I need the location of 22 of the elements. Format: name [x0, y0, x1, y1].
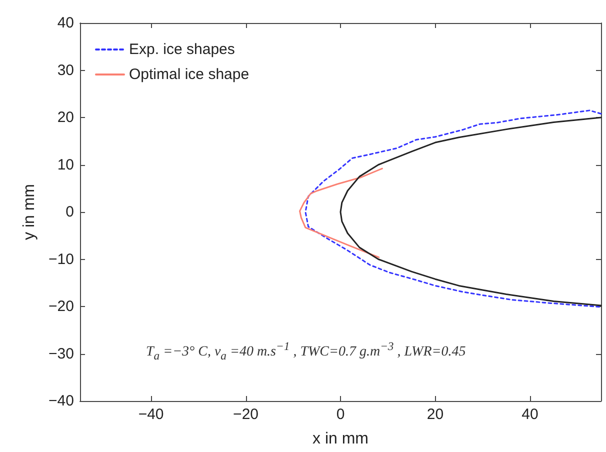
- y-axis-title: y in mm: [21, 184, 38, 240]
- line-series: [299, 168, 383, 258]
- y-tick-label: 10: [57, 156, 74, 174]
- line-series: [340, 116, 602, 306]
- x-tick-label: −20: [233, 406, 258, 423]
- y-tick-label: 20: [57, 109, 74, 126]
- y-tick-label: 40: [57, 14, 74, 32]
- x-tick-label: −40: [138, 406, 164, 423]
- x-axis-title: x in mm: [312, 430, 368, 448]
- y-tick-label: −30: [48, 345, 74, 362]
- legend-label: Exp. ice shapes: [129, 41, 235, 58]
- line-series: [304, 110, 602, 308]
- y-tick-label: −20: [48, 298, 74, 315]
- x-tick-label: 0: [336, 406, 345, 423]
- legend-label: Optimal ice shape: [129, 66, 250, 83]
- x-tick-label: 40: [522, 406, 538, 423]
- x-tick-label: 20: [426, 406, 444, 423]
- text: T$_{a}$ =−3° C, v$_{a}$ =40 m.s$^{−1}$ , TWC=0.7 g.m$^{−3}$ , LWR=0.45: [146, 340, 466, 362]
- y-tick-label: 30: [57, 62, 74, 79]
- y-tick-label: −40: [48, 392, 74, 410]
- y-tick-label: 0: [66, 204, 74, 220]
- y-tick-label: −10: [48, 250, 74, 268]
